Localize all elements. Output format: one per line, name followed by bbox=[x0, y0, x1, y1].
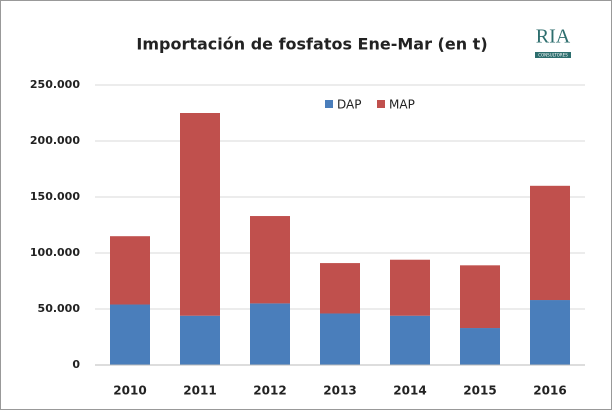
bar-segment bbox=[320, 313, 360, 365]
bar-segment bbox=[110, 236, 150, 305]
logo-band bbox=[535, 52, 571, 58]
bar-segment bbox=[530, 185, 570, 301]
bar-segment bbox=[460, 328, 500, 365]
legend-label: MAP bbox=[389, 98, 415, 112]
bar-segment bbox=[250, 303, 290, 365]
x-tick-label: 2014 bbox=[393, 384, 426, 398]
bar-segment bbox=[320, 263, 360, 314]
bar-segment bbox=[390, 259, 430, 316]
logo-name: RIA bbox=[536, 26, 571, 48]
legend-swatch bbox=[325, 100, 333, 108]
bar-segment bbox=[180, 315, 220, 365]
chart-title: Importación de fosfatos Ene-Mar (en t) bbox=[136, 35, 487, 54]
y-tick-label: 200.000 bbox=[30, 134, 80, 147]
x-tick-label: 2012 bbox=[253, 384, 286, 398]
x-tick-label: 2013 bbox=[323, 384, 356, 398]
bar-segment bbox=[180, 113, 220, 316]
logo: RIA CONSULTORES bbox=[535, 26, 571, 58]
x-tick-label: 2016 bbox=[533, 384, 566, 398]
legend-swatch bbox=[377, 100, 385, 108]
y-tick-label: 150.000 bbox=[30, 190, 80, 203]
x-tick-label: 2010 bbox=[113, 384, 146, 398]
x-tick-label: 2015 bbox=[463, 384, 496, 398]
y-tick-label: 250.000 bbox=[30, 78, 80, 91]
bar-segment bbox=[390, 315, 430, 365]
y-tick-label: 0 bbox=[72, 358, 80, 371]
y-tick-label: 100.000 bbox=[30, 246, 80, 259]
x-tick-label: 2011 bbox=[183, 384, 216, 398]
y-tick-label: 50.000 bbox=[38, 302, 81, 315]
bar-segment bbox=[460, 265, 500, 329]
bar-segment bbox=[250, 216, 290, 304]
bar-segment bbox=[110, 304, 150, 365]
bar-segment bbox=[530, 300, 570, 365]
logo-tagline: CONSULTORES bbox=[538, 53, 568, 58]
legend-label: DAP bbox=[337, 98, 361, 112]
